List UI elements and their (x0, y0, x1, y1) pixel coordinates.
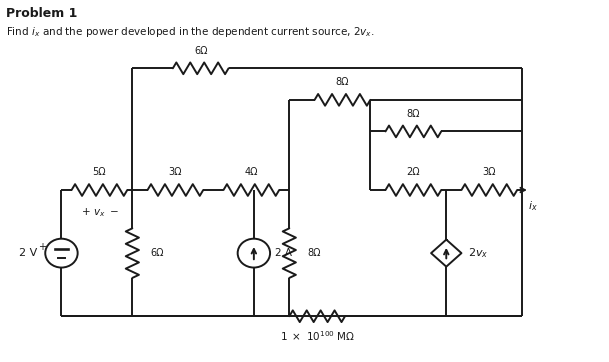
Text: 2 V: 2 V (19, 248, 38, 258)
Text: 2 A: 2 A (275, 248, 292, 258)
Text: 3Ω: 3Ω (169, 167, 182, 177)
Text: 6Ω: 6Ω (194, 46, 208, 56)
Text: 4Ω: 4Ω (245, 167, 258, 177)
Text: $2v_x$: $2v_x$ (468, 246, 488, 260)
Text: 5Ω: 5Ω (93, 167, 106, 177)
Text: $1\ \times\ 10^{100}\ \mathrm{M\Omega}$: $1\ \times\ 10^{100}\ \mathrm{M\Omega}$ (280, 329, 355, 343)
Text: 8Ω: 8Ω (407, 109, 420, 119)
Text: 6Ω: 6Ω (150, 248, 164, 258)
Text: 8Ω: 8Ω (336, 77, 349, 87)
Text: Find $i_x$ and the power developed in the dependent current source, $2v_x$.: Find $i_x$ and the power developed in th… (5, 25, 375, 39)
Text: Problem 1: Problem 1 (5, 8, 77, 21)
Text: 3Ω: 3Ω (482, 167, 496, 177)
Text: $i_x$: $i_x$ (528, 199, 538, 213)
Text: +: + (38, 242, 46, 252)
Text: $+\ v_x\ -$: $+\ v_x\ -$ (80, 206, 118, 219)
Text: 8Ω: 8Ω (307, 248, 320, 258)
Text: 2Ω: 2Ω (407, 167, 420, 177)
